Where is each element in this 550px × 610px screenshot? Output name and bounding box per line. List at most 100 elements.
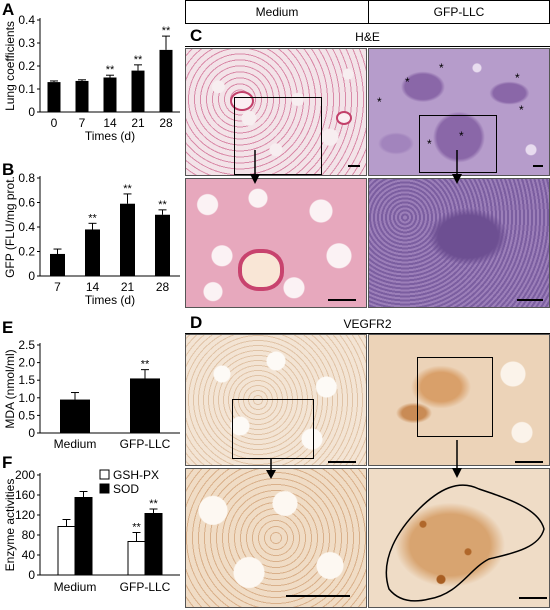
panel-letter-a: A — [2, 0, 15, 19]
x-tick-label: Medium — [54, 580, 97, 594]
bar-sod — [74, 497, 93, 576]
panel-c-title: H&E — [355, 30, 380, 44]
he-gfp-llc-lowmag-image: * * * * * * * — [368, 48, 550, 176]
panel-d-divider — [185, 333, 550, 334]
significance-label: ** — [88, 212, 97, 224]
y-tick-label: 0.2 — [18, 245, 35, 259]
bar — [47, 82, 61, 112]
arrow-down-icon — [266, 470, 276, 479]
y-tick-label: 80 — [22, 528, 36, 542]
vegfr2-gfp-llc-inset-box — [417, 357, 493, 437]
panel-letter-b: B — [2, 160, 15, 179]
significance-label: ** — [132, 522, 141, 534]
y-tick-label: 0 — [28, 269, 35, 283]
legend-label: GSH-PX — [113, 468, 159, 482]
y-tick-label: 0.2 — [18, 59, 35, 73]
tumor-marker: * — [519, 103, 524, 117]
y-axis-label: MDA (nmol/ml) — [3, 349, 17, 428]
tumor-marker: * — [405, 75, 410, 89]
x-tick-label: 7 — [79, 116, 86, 130]
y-tick-label: 0 — [28, 105, 35, 119]
legend-swatch — [99, 469, 110, 480]
x-tick-label: 21 — [131, 116, 145, 130]
he-gfp-llc-highmag-image — [368, 178, 550, 308]
y-tick-label: 2.0 — [18, 356, 35, 370]
x-tick-label: 7 — [54, 280, 61, 294]
bar — [159, 49, 173, 112]
bar — [75, 80, 89, 112]
y-tick-label: 0.6 — [18, 196, 35, 210]
bar — [85, 229, 100, 276]
significance-label: ** — [162, 25, 171, 37]
panel-letter-c: C — [190, 26, 203, 45]
significance-label: ** — [141, 359, 150, 371]
tumor-marker: * — [427, 137, 432, 151]
vegfr2-medium-highmag-image — [185, 468, 367, 608]
x-tick-label: 28 — [156, 280, 170, 294]
y-axis-label: GFP (FLU/mg prot. — [3, 176, 17, 278]
y-tick-label: 0.4 — [18, 13, 35, 27]
he-medium-highmag-image — [185, 178, 367, 308]
vegfr2-gfp-llc-highmag-image — [368, 468, 550, 608]
y-tick-label: 40 — [22, 548, 36, 562]
y-tick-label: 0.1 — [18, 82, 35, 96]
arrow-down-icon — [452, 174, 462, 184]
vegfr2-gfp-llc-lowmag-image — [368, 334, 550, 466]
significance-label: ** — [106, 64, 115, 76]
x-tick-label: 14 — [86, 280, 100, 294]
panel-d-arrows — [266, 440, 462, 479]
y-tick-label: 160 — [15, 488, 35, 502]
significance-label: ** — [158, 199, 167, 211]
vegfr2-medium-inset-box — [232, 399, 314, 459]
tumor-marker: * — [439, 61, 444, 75]
y-tick-label: 0.8 — [18, 171, 35, 185]
tumor-marker: * — [377, 95, 382, 109]
y-tick-label: 0 — [28, 568, 35, 582]
bronchiole-shape — [230, 91, 254, 111]
bar-sod — [144, 513, 163, 576]
column-header-gfp-llc: GFP-LLC — [368, 0, 550, 24]
significance-label: ** — [123, 183, 132, 195]
bar — [120, 203, 135, 276]
x-tick-label: 14 — [103, 116, 117, 130]
x-tick-label: GFP-LLC — [120, 580, 171, 594]
scale-bar — [515, 461, 543, 463]
tumor-marker: * — [515, 71, 520, 85]
y-tick-label: 2.5 — [18, 338, 35, 352]
y-axis-label: Lung coefficients — [3, 21, 17, 111]
y-tick-label: 0.5 — [18, 408, 35, 422]
scale-bar — [328, 299, 356, 301]
bar — [155, 214, 170, 276]
panel-letter-f: F — [2, 453, 13, 472]
tumor-outline — [385, 484, 545, 602]
y-tick-label: 0.3 — [18, 36, 35, 50]
scale-bar — [519, 597, 547, 599]
vessel-shape — [336, 111, 352, 125]
bar — [130, 378, 160, 433]
bar — [131, 70, 145, 112]
x-tick-label: 0 — [51, 116, 58, 130]
vegfr2-medium-lowmag-image — [185, 334, 367, 466]
y-tick-label: 1.0 — [18, 391, 35, 405]
bar — [60, 399, 90, 433]
panel-c-arrows — [250, 150, 462, 184]
he-medium-inset-box — [234, 97, 322, 175]
y-tick-label: 0 — [28, 426, 35, 440]
panel-c-divider — [185, 46, 550, 47]
scale-bar — [517, 299, 543, 301]
panel-letter-d: D — [190, 313, 203, 332]
he-gfp-llc-inset-box — [419, 115, 497, 173]
x-tick-label: 21 — [121, 280, 135, 294]
legend-label: SOD — [113, 482, 139, 496]
significance-label: ** — [149, 498, 158, 510]
bar — [103, 77, 117, 112]
y-tick-label: 120 — [15, 508, 35, 522]
bronchiole-shape — [238, 249, 284, 291]
tumor-marker: * — [459, 129, 464, 143]
x-tick-label: Medium — [54, 437, 97, 451]
